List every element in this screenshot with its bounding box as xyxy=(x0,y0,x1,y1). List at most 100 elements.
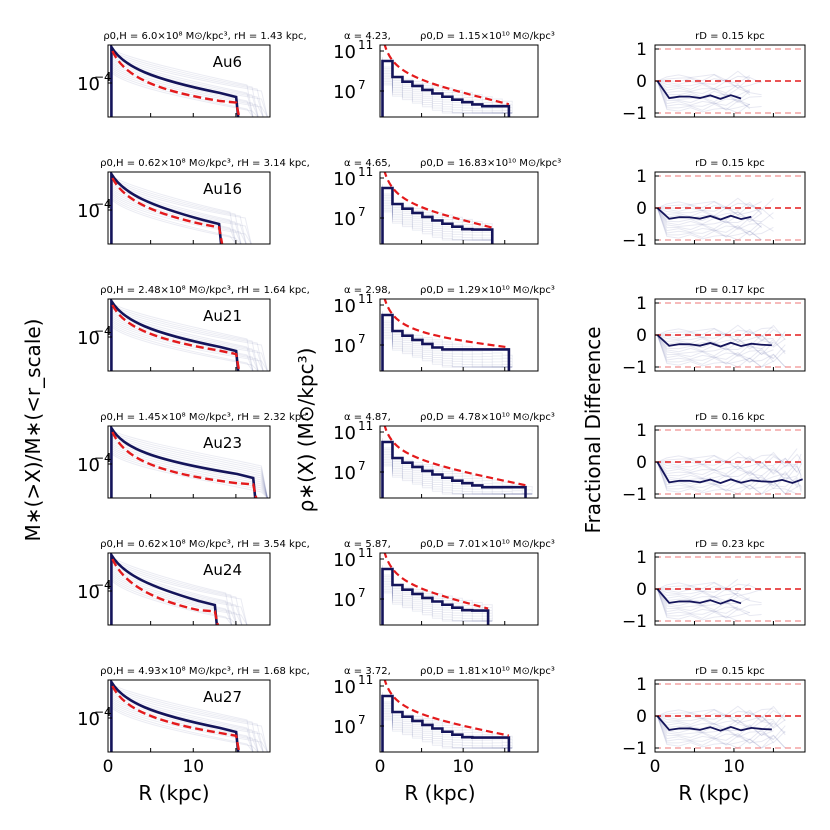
ensemble-line xyxy=(111,63,254,117)
ensemble-line xyxy=(111,317,254,371)
ensemble-line xyxy=(657,448,798,465)
ensemble-line xyxy=(111,70,254,117)
ensemble-line xyxy=(656,207,762,241)
panel-diff-au16: 1 0 −1 rD = 0.15 kpc xyxy=(622,158,806,251)
ensemble-line xyxy=(657,74,762,84)
ensemble-line xyxy=(657,331,774,343)
ensemble-hist xyxy=(381,445,533,498)
ensemble-line xyxy=(111,431,268,498)
ensemble-hist xyxy=(381,572,493,625)
ensemble-hist xyxy=(381,73,513,117)
y-tick-label: 10 xyxy=(333,423,356,444)
halo-params: ρ0,H = 0.62×10⁸ M⊙/kpc³, rH = 3.14 kpc, xyxy=(100,158,310,169)
ensemble-line xyxy=(657,586,739,597)
y-tick-exp: 7 xyxy=(358,205,366,219)
data-line xyxy=(656,207,752,221)
ensemble-line xyxy=(656,334,786,359)
panel-cumulative-au27: 10−4 Au27 ρ0,H = 4.93×10⁸ M⊙/kpc³, rH = 1.… xyxy=(77,666,310,753)
ensemble-line xyxy=(111,572,238,625)
ensemble-line xyxy=(657,70,751,82)
ensemble-line xyxy=(111,313,264,371)
panel-diff-au6: 1 0 −1 rD = 0.15 kpc xyxy=(622,31,806,124)
ensemble-line xyxy=(111,48,254,117)
ensemble-line xyxy=(111,195,252,244)
disk-alpha: α = 3.72, xyxy=(344,666,391,677)
plot-area xyxy=(381,172,494,244)
ensemble-hist xyxy=(381,191,493,244)
data-histogram xyxy=(381,440,527,498)
panel-diff-au21: 1 0 −1 rD = 0.17 kpc xyxy=(622,285,806,378)
disk-alpha: α = 5.87, xyxy=(344,539,391,550)
data-line xyxy=(110,680,240,752)
ensemble-line xyxy=(657,207,762,220)
halo-params: ρ0,H = 0.62×10⁸ M⊙/kpc³, rH = 3.54 kpc, xyxy=(100,539,310,550)
disk-scale-note: rD = 0.17 kpc xyxy=(695,285,765,296)
ensemble-line xyxy=(656,461,802,495)
plot-area xyxy=(381,299,513,371)
ensemble-hist xyxy=(381,566,493,625)
y-tick-label: 10 xyxy=(333,209,356,230)
ensemble-line xyxy=(111,199,242,244)
y-tick-label: 0 xyxy=(636,453,647,473)
model-line xyxy=(111,558,220,625)
model-line xyxy=(111,177,224,244)
axes-frame xyxy=(379,171,539,245)
ensemble-line xyxy=(656,588,739,622)
ensemble-line xyxy=(111,556,233,625)
y-tick-label: 1 xyxy=(636,675,647,695)
data-line xyxy=(656,588,742,605)
panel-diff-au27: 1 0 −1 rD = 0.15 kpc xyxy=(622,666,806,759)
ensemble-line xyxy=(656,334,786,363)
plot-area xyxy=(655,48,805,114)
model-line xyxy=(383,426,526,487)
ensemble-line xyxy=(656,588,762,605)
axes-frame xyxy=(107,425,271,499)
model-line xyxy=(111,50,241,117)
y-tick-label: 10 xyxy=(77,455,100,476)
disk-alpha: α = 4.23, xyxy=(344,31,391,42)
ensemble-line xyxy=(111,180,252,244)
ensemble-line xyxy=(111,64,259,117)
ensemble-hist xyxy=(381,707,513,752)
plot-area xyxy=(381,680,513,752)
y-tick-exp: −4 xyxy=(94,578,112,592)
ensemble-line xyxy=(656,715,774,745)
ensemble-line xyxy=(657,80,750,93)
ensemble-line xyxy=(656,715,786,740)
galaxy-label: Au24 xyxy=(203,561,242,579)
y-tick-label: 0 xyxy=(636,707,647,727)
ensemble-line xyxy=(657,705,786,722)
ensemble-line xyxy=(111,444,268,498)
ensemble-line xyxy=(656,80,750,111)
panel-cumulative-au23: 10−4 Au23 ρ0,H = 1.45×10⁸ M⊙/kpc³, rH = 2.… xyxy=(77,412,310,499)
ensemble-line xyxy=(656,588,762,611)
y-tick-exp: 11 xyxy=(358,165,373,179)
axes-frame xyxy=(107,298,271,372)
ensemble-line xyxy=(111,320,264,371)
ensemble-hist xyxy=(381,69,513,117)
ensemble-line xyxy=(111,322,268,371)
data-line xyxy=(656,334,772,348)
data-histogram xyxy=(381,186,494,244)
y-tick-exp: 7 xyxy=(358,78,366,92)
x-tick-label: 10 xyxy=(723,757,745,777)
ensemble-line xyxy=(111,707,259,752)
panel-cumulative-au21: 10−4 Au21 ρ0,H = 2.48×10⁸ M⊙/kpc³, rH = 1.… xyxy=(77,285,310,372)
disk-scale-note: rD = 0.15 kpc xyxy=(695,666,765,677)
y-tick-label: 1 xyxy=(636,421,647,441)
plot-area xyxy=(110,426,268,498)
axes-frame xyxy=(107,44,271,118)
ensemble-line xyxy=(657,334,774,350)
x-tick-label: 0 xyxy=(650,757,661,777)
panel-cumulative-au16: 10−4 Au16 ρ0,H = 0.62×10⁸ M⊙/kpc³, rH = 3.… xyxy=(77,158,310,245)
ensemble-line xyxy=(111,326,259,371)
x-tick-label: 10 xyxy=(452,757,474,777)
galaxy-label: Au6 xyxy=(213,53,242,71)
ensemble-hist xyxy=(381,705,513,752)
ensemble-hist xyxy=(381,197,493,244)
ensemble-line xyxy=(657,80,762,90)
y-tick-exp: 11 xyxy=(358,546,373,560)
